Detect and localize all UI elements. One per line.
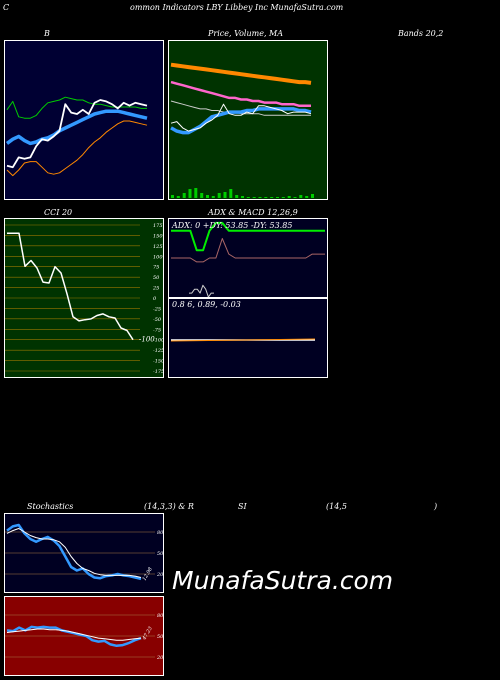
cci-line bbox=[7, 232, 134, 341]
cci-tick-label: 25 bbox=[152, 286, 159, 292]
volume-bar bbox=[293, 197, 297, 198]
volume-bar bbox=[264, 197, 268, 198]
cci-tick-label: 125 bbox=[153, 244, 163, 250]
ma-pink-line bbox=[170, 80, 311, 108]
cci-tick-label: 50 bbox=[153, 275, 160, 281]
volume-bar bbox=[299, 195, 303, 198]
bollinger-panel bbox=[4, 40, 164, 200]
cci-tick-label: -75 bbox=[153, 327, 161, 333]
rsi-chart: 80 50 20 47.23 bbox=[5, 613, 163, 661]
header-title: ommon Indicators LBY Libbey Inc MunafaSu… bbox=[130, 3, 344, 12]
adx-chart bbox=[171, 221, 325, 297]
cci-chart: 175 150 125 100 75 50 25 0 -25 -50 -75 -100 -125 -150… bbox=[5, 223, 163, 375]
stoch-main-line bbox=[6, 523, 142, 581]
label-cci: CCI 20 bbox=[44, 208, 73, 217]
volume-bar bbox=[200, 193, 204, 198]
label-si: SI bbox=[238, 502, 247, 511]
volume-bar bbox=[171, 195, 174, 198]
bollinger-chart bbox=[5, 96, 148, 177]
volume-bar bbox=[176, 196, 180, 198]
ma-short-line bbox=[170, 107, 312, 135]
rsi-main-line bbox=[6, 625, 142, 648]
volume-bar bbox=[182, 193, 186, 198]
adx-panel: ADX: 0 +DY: 53.85 -DY: 53.85 bbox=[168, 218, 328, 298]
price-line bbox=[170, 103, 312, 132]
volume-bar bbox=[281, 197, 285, 198]
volume-bar bbox=[241, 196, 244, 198]
adx-readout: ADX: 0 +DY: 53.85 -DY: 53.85 bbox=[172, 221, 293, 230]
price-volume-panel bbox=[168, 40, 328, 200]
adx-minus-line bbox=[189, 284, 214, 297]
header-c: C bbox=[3, 3, 10, 12]
label-rsi-params: (14,5 bbox=[326, 502, 347, 511]
bollinger-middle-line bbox=[5, 109, 148, 146]
volume-bar bbox=[276, 197, 279, 198]
stoch-tick-label: 20 bbox=[156, 572, 163, 578]
volume-bar bbox=[194, 188, 198, 198]
volume-bar bbox=[235, 195, 239, 198]
cci-last-label: -100 bbox=[139, 336, 155, 344]
volume-bar bbox=[287, 196, 291, 198]
bollinger-lower-line bbox=[6, 120, 148, 177]
label-stoch-params: (14,3,3) & R bbox=[144, 502, 194, 511]
cci-tick-label: 75 bbox=[153, 265, 159, 271]
rsi-panel: 80 50 20 47.23 bbox=[4, 596, 164, 676]
volume-bar bbox=[305, 196, 309, 198]
stoch-tick-label: 50 bbox=[157, 551, 163, 557]
bollinger-upper-line bbox=[6, 96, 147, 119]
cci-tick-label: -175 bbox=[153, 369, 163, 375]
bollinger-price-line bbox=[6, 99, 148, 169]
cci-tick-label: 175 bbox=[153, 223, 163, 229]
volume-bar bbox=[206, 195, 209, 198]
label-bands: Bands 20,2 bbox=[398, 29, 444, 38]
rsi-tick-label: 80 bbox=[157, 613, 163, 619]
macd-signal-line bbox=[170, 338, 316, 342]
adx-line bbox=[171, 238, 325, 263]
volume-bar bbox=[217, 193, 221, 198]
rsi-tick-label: 20 bbox=[156, 655, 163, 661]
rsi-tick-label: 50 bbox=[157, 634, 163, 640]
volume-bar bbox=[246, 197, 250, 198]
macd-chart bbox=[170, 338, 316, 342]
ma-orange-line bbox=[170, 62, 312, 85]
volume-bar bbox=[229, 189, 233, 198]
volume-bar bbox=[211, 196, 215, 198]
label-stochastics: Stochastics bbox=[27, 502, 74, 511]
macd-readout: 0.8 6, 0.89, -0.03 bbox=[172, 300, 241, 309]
stoch-signal-line bbox=[6, 528, 142, 578]
cci-tick-label: 100 bbox=[153, 254, 163, 260]
macd-panel: 0.8 6, 0.89, -0.03 bbox=[168, 298, 328, 378]
adx-dy-line bbox=[171, 221, 325, 252]
label-price-volume-ma: Price, Volume, MA bbox=[208, 29, 284, 38]
volume-bar bbox=[258, 197, 262, 198]
cci-tick-label: 150 bbox=[153, 233, 163, 239]
volume-bar bbox=[223, 192, 227, 198]
cci-tick-label: -100 bbox=[153, 338, 163, 344]
label-adx-macd: ADX & MACD 12,26,9 bbox=[208, 208, 298, 217]
cci-tick-label: -150 bbox=[153, 359, 163, 365]
volume-bar bbox=[188, 189, 192, 198]
watermark: MunafaSutra.com bbox=[172, 566, 394, 595]
stoch-tick-label: 80 bbox=[157, 530, 163, 536]
label-close-paren: ) bbox=[434, 502, 438, 511]
volume-bar bbox=[311, 194, 314, 198]
cci-panel: 175 150 125 100 75 50 25 0 -25 -50 -75 -100 -125 -150… bbox=[4, 218, 164, 378]
rsi-last-label: 47.23 bbox=[141, 626, 154, 642]
volume-bar bbox=[270, 197, 274, 198]
rsi-signal-line bbox=[6, 628, 142, 641]
cci-tick-label: -125 bbox=[153, 348, 163, 354]
volume-bar bbox=[252, 197, 256, 198]
cci-tick-label: -25 bbox=[153, 306, 161, 312]
cci-tick-label: 0 bbox=[153, 296, 157, 302]
cci-tick-label: -50 bbox=[153, 317, 162, 323]
price-volume-chart bbox=[170, 62, 314, 198]
label-b: B bbox=[44, 29, 50, 38]
stochastics-panel: 80 50 20 12.98 bbox=[4, 513, 164, 593]
